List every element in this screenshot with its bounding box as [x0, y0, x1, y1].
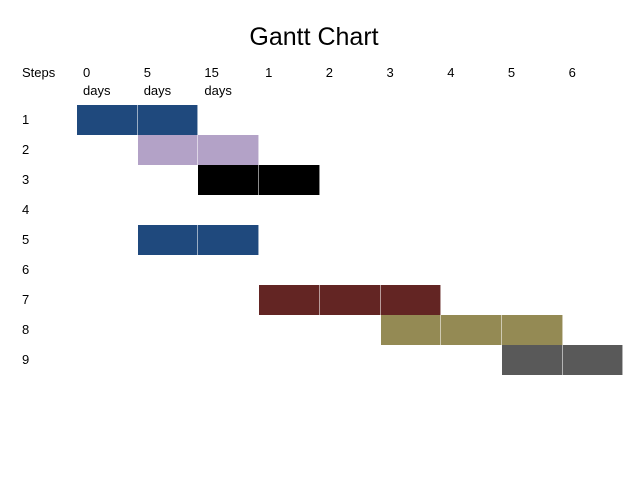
- column-header-value: 5: [507, 65, 516, 80]
- gantt-bar-cell: [138, 135, 198, 165]
- gantt-bar-cell: [259, 165, 320, 195]
- column-header: 3: [387, 64, 394, 82]
- gantt-bar-cell: [502, 345, 563, 375]
- steps-header: Steps: [22, 65, 56, 80]
- column-header: 5 days: [144, 64, 171, 100]
- column-header: 1: [265, 64, 272, 82]
- gantt-bar-cell: [259, 285, 320, 315]
- step-label: 6: [22, 262, 30, 277]
- column-header: 6: [569, 64, 576, 82]
- gantt-bar-cell: [502, 315, 563, 345]
- step-label: 1: [22, 112, 30, 127]
- column-header-value: 4: [447, 65, 455, 80]
- step-label: 4: [22, 202, 30, 217]
- column-header-value: 0: [83, 65, 91, 80]
- column-header-value: 6: [568, 65, 576, 80]
- step-label: 3: [22, 172, 30, 187]
- step-label: 2: [22, 142, 30, 157]
- column-header: 15 days: [204, 64, 231, 100]
- chart-title: Gantt Chart: [249, 23, 379, 51]
- gantt-bar-cell: [198, 165, 259, 195]
- column-header: 4: [447, 64, 454, 82]
- column-header-unit: days: [83, 83, 111, 98]
- step-label: 5: [22, 232, 30, 247]
- gantt-bar-cell: [138, 105, 198, 135]
- step-label: 7: [22, 292, 30, 307]
- gantt-bar-cell: [198, 225, 259, 255]
- column-header: 2: [326, 64, 333, 82]
- column-header-unit: days: [204, 83, 232, 98]
- gantt-bar-cell: [381, 315, 441, 345]
- gantt-bar-cell: [441, 315, 502, 345]
- gantt-bar-cell: [381, 285, 441, 315]
- gantt-bar-cell: [77, 105, 138, 135]
- gantt-bar-cell: [138, 225, 198, 255]
- gantt-bar-cell: [320, 285, 381, 315]
- column-header: 0 days: [83, 64, 110, 100]
- step-label: 8: [22, 322, 30, 337]
- column-header-value: 2: [325, 65, 334, 80]
- column-header-value: 1: [265, 65, 273, 80]
- column-header: 5: [508, 64, 515, 82]
- gantt-bar-cell: [198, 135, 259, 165]
- column-header-value: 15: [204, 65, 219, 80]
- gantt-bar-cell: [563, 345, 623, 375]
- column-header-value: 3: [386, 65, 394, 80]
- column-header-unit: days: [143, 83, 172, 98]
- step-label: 9: [22, 352, 30, 367]
- column-header-value: 5: [143, 65, 151, 80]
